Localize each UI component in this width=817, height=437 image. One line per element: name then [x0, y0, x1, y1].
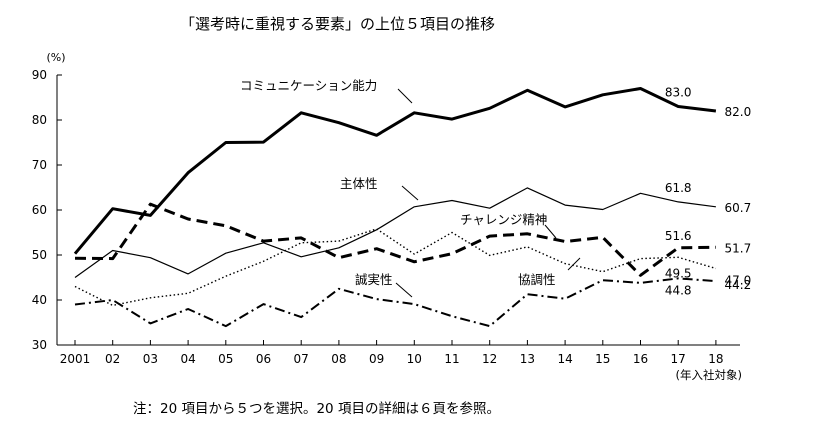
x-tick-label: 08	[331, 352, 346, 366]
series-label-leader	[397, 88, 413, 104]
x-tick-label: 09	[369, 352, 384, 366]
y-tick-label: 40	[32, 293, 47, 307]
x-tick-label: 07	[294, 352, 309, 366]
series-line-1	[73, 87, 717, 255]
x-tick-label: 06	[256, 352, 271, 366]
x-tick-label: 11	[444, 352, 459, 366]
x-tick-label: 17	[671, 352, 686, 366]
y-tick-label: 90	[32, 68, 47, 82]
series-label: 誠実性	[355, 272, 393, 287]
y-unit-label: (%)	[46, 51, 65, 64]
x-tick-label: 16	[633, 352, 648, 366]
x-tick-label: 18	[708, 352, 723, 366]
data-label: 60.7	[725, 201, 752, 215]
x-tick-label: 05	[218, 352, 233, 366]
x-tick-label: 12	[482, 352, 497, 366]
x-tick-label: 15	[595, 352, 610, 366]
x-tick-label: 2001	[60, 352, 91, 366]
data-label: 51.7	[725, 241, 752, 255]
series-label: 協調性	[518, 272, 556, 287]
series-label-leader	[395, 282, 413, 298]
series-label-leader	[401, 185, 419, 201]
series-line-4	[74, 228, 717, 307]
x-tick-label: 13	[520, 352, 535, 366]
series-label-leader	[544, 224, 557, 239]
x-tick-label: 02	[105, 352, 120, 366]
series-label: 主体性	[340, 176, 378, 191]
series-line-3	[74, 202, 716, 277]
data-label: 61.8	[665, 181, 692, 195]
data-label: 83.0	[665, 86, 692, 100]
y-tick-label: 60	[32, 203, 47, 217]
x-tick-label: 03	[143, 352, 158, 366]
series-label: コミュニケーション能力	[240, 78, 377, 93]
data-label: 44.8	[665, 283, 692, 297]
x-tick-label: 04	[180, 352, 195, 366]
data-label: 49.5	[665, 266, 692, 280]
series-label-leader	[567, 257, 581, 271]
y-tick-label: 30	[32, 338, 47, 352]
series-line-5	[74, 277, 716, 328]
data-label: 51.6	[665, 229, 692, 243]
x-tick-label: 14	[557, 352, 572, 366]
data-label: 44.2	[725, 278, 752, 292]
data-label: 47.0	[725, 274, 752, 288]
data-label: 82.0	[725, 105, 752, 119]
y-tick-label: 50	[32, 248, 47, 262]
y-tick-label: 70	[32, 158, 47, 172]
series-label: チャレンジ精神	[460, 212, 547, 227]
chart-note: 注：20 項目から５つを選択。20 項目の詳細は６頁を参照。	[133, 401, 500, 417]
x-tick-label: 10	[407, 352, 422, 366]
y-tick-label: 80	[32, 113, 47, 127]
series-line-2	[74, 187, 716, 278]
chart-title: 「選考時に重視する要素」の上位５項目の推移	[180, 15, 496, 33]
x-unit-label: (年入社対象)	[676, 368, 742, 382]
